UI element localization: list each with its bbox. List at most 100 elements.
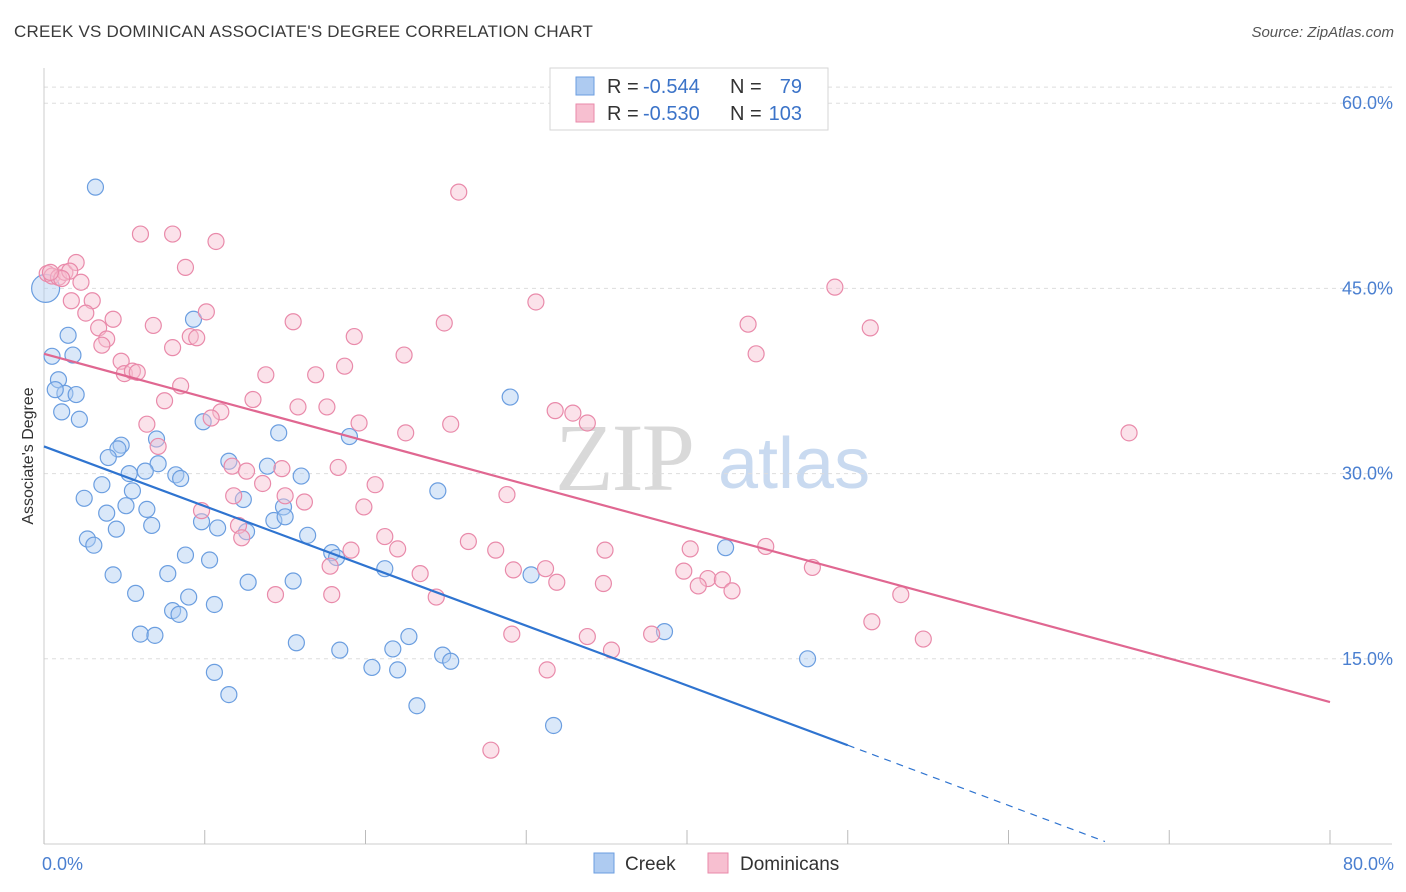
creek-point — [59, 326, 77, 344]
creek-point — [205, 595, 223, 614]
creek-point — [127, 584, 145, 602]
creek-point — [284, 572, 302, 590]
creek-point — [384, 640, 402, 658]
dominican-point — [397, 424, 415, 442]
creek-point — [146, 626, 164, 644]
watermark: ZIP atlas — [555, 404, 870, 511]
dominican-point — [395, 346, 413, 364]
dominican-point — [244, 390, 262, 409]
legend-creek-n-value: 79 — [780, 76, 802, 98]
series-legend: Creek Dominicans — [593, 852, 839, 875]
creek-point — [67, 385, 85, 404]
dominican-point — [144, 316, 162, 335]
dominican-point — [254, 474, 272, 493]
dominican-point — [41, 263, 60, 281]
creek-point — [138, 500, 156, 519]
dominican-point — [345, 327, 363, 346]
dominican-point — [536, 560, 555, 578]
dominican-point — [863, 613, 881, 631]
creek-point — [389, 661, 407, 679]
dominican-point — [128, 363, 146, 381]
dominican-point — [336, 357, 354, 375]
dominican-point — [237, 462, 256, 480]
creek-point — [200, 551, 219, 569]
dominican-point — [596, 541, 614, 559]
dominican-point — [164, 339, 182, 357]
creek-point — [265, 511, 283, 530]
dominican-point — [131, 225, 150, 243]
creek-point — [31, 273, 61, 303]
creek-point — [170, 605, 188, 623]
dominican-point — [207, 232, 225, 251]
y-tick-label-3: 60.0% — [1342, 93, 1393, 113]
dominican-point — [643, 625, 661, 643]
dominican-point — [77, 304, 95, 322]
dominican-point — [212, 403, 230, 421]
creek-point — [131, 625, 150, 643]
dominican-point — [223, 457, 241, 475]
creek-point — [400, 627, 418, 646]
creek-point — [363, 658, 381, 677]
legend-dominican-n-value: 103 — [769, 103, 802, 125]
dominican-point — [138, 415, 156, 433]
legend-box — [549, 67, 829, 131]
dominican-point — [329, 458, 347, 477]
y-tick-label-0: 15.0% — [1342, 649, 1393, 669]
creek-point — [655, 623, 674, 641]
creek-point — [501, 388, 519, 406]
creek-point — [239, 573, 257, 591]
dominican-point — [689, 577, 707, 595]
creek-point — [172, 469, 190, 488]
dominican-point — [202, 409, 220, 427]
dominican-point — [503, 625, 521, 643]
creek-point — [64, 346, 82, 364]
dominican-point — [323, 585, 341, 604]
dominican-point — [594, 574, 613, 593]
creek-trend-line — [43, 445, 849, 747]
creek-point — [270, 424, 288, 442]
x-ticks — [43, 830, 1331, 844]
creek-point — [429, 482, 447, 500]
dominican-point — [527, 293, 545, 311]
dominican-point — [723, 582, 741, 600]
legend-dominican-swatch — [575, 103, 595, 123]
creek-point — [184, 310, 203, 328]
creek-point — [75, 489, 93, 507]
dominican-point — [164, 225, 182, 243]
creek-point — [522, 566, 540, 584]
dominican-point — [546, 402, 564, 420]
dominican-point — [355, 498, 373, 516]
dominican-point — [826, 278, 844, 296]
dominican-point — [318, 398, 336, 416]
creek-point — [85, 536, 103, 554]
y-tick-labels: 15.0% 30.0% 45.0% 60.0% — [1342, 93, 1393, 669]
dominican-point — [276, 487, 294, 505]
bottom-legend-creek-label: Creek — [625, 854, 676, 875]
creek-point — [258, 457, 277, 475]
trend-lines — [43, 352, 1331, 843]
creek-point — [104, 566, 122, 584]
dominican-point — [266, 585, 285, 604]
creek-point — [53, 403, 71, 421]
creek-point — [149, 455, 167, 473]
creek-point — [107, 520, 125, 538]
legend-creek-r-value: -0.544 — [643, 76, 700, 98]
dominican-point — [739, 315, 757, 333]
dominican-points — [38, 183, 1138, 759]
dominican-point — [1120, 424, 1138, 442]
bottom-legend-dominican-label: Dominicans — [740, 854, 839, 875]
creek-point — [299, 526, 317, 544]
creek-point — [136, 462, 154, 480]
creek-trend-extension — [847, 744, 1106, 843]
dominican-point — [181, 327, 199, 346]
creek-point — [78, 530, 97, 548]
dominican-point — [104, 310, 122, 328]
dominican-point — [67, 253, 85, 272]
creek-point — [798, 650, 817, 668]
watermark-atlas: atlas — [718, 424, 870, 504]
dominican-point — [342, 541, 360, 559]
dominican-point — [188, 329, 206, 347]
creek-point — [716, 539, 735, 557]
legend-creek-swatch — [575, 76, 595, 96]
dominican-point — [321, 557, 339, 575]
